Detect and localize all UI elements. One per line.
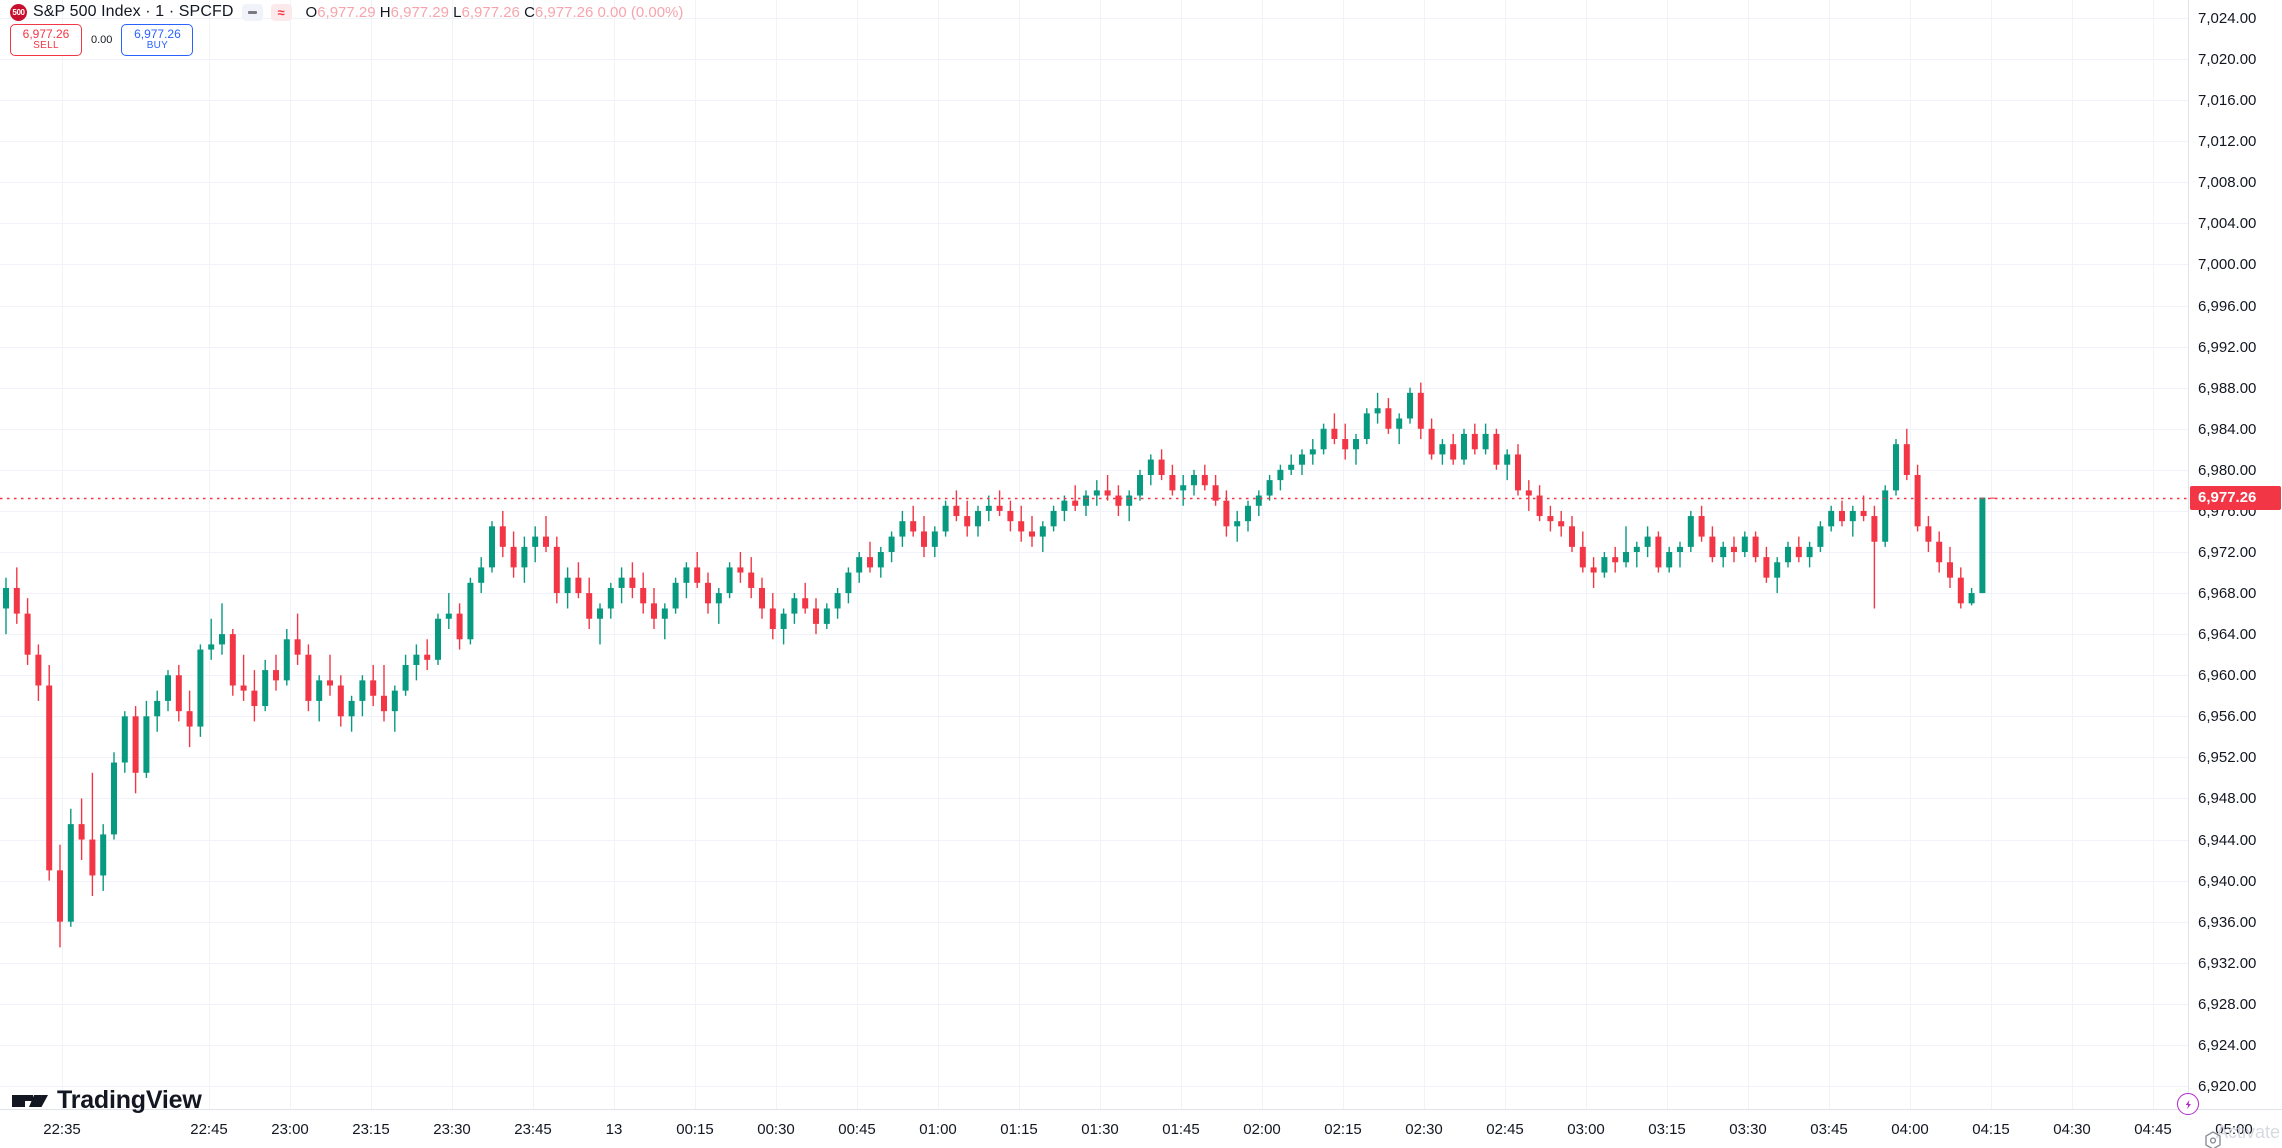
- high-label: H: [379, 3, 391, 21]
- price-axis-tick: 6,996.00: [2198, 297, 2257, 315]
- price-axis-tick: 7,024.00: [2198, 10, 2257, 27]
- chart-plot-area[interactable]: [0, 0, 2188, 1109]
- lightning-bolt-icon: [2185, 1099, 2191, 1109]
- open-label: O: [305, 3, 318, 21]
- price-axis-tick: 7,008.00: [2198, 174, 2257, 192]
- ohlc-readout: O6,977.29 H6,977.29 L6,977.26 C6,977.26 …: [306, 4, 684, 21]
- time-axis-tick: 04:30: [2053, 1121, 2091, 1138]
- price-axis-tick: 6,988.00: [2198, 379, 2257, 397]
- time-axis-tick: 04:45: [2134, 1121, 2172, 1138]
- time-axis-tick: 01:15: [1000, 1121, 1038, 1138]
- time-axis-tick: 02:15: [1324, 1121, 1362, 1138]
- high-value: 6,977.29: [390, 3, 449, 21]
- sell-price: 6,977.26: [22, 27, 70, 42]
- time-axis-tick: 23:00: [271, 1121, 309, 1138]
- candlestick-series: [3, 382, 1997, 948]
- buy-label: BUY: [146, 40, 169, 52]
- low-value: 6,977.26: [461, 3, 520, 21]
- open-value: 6,977.29: [317, 3, 376, 21]
- chart-legend: 500 S&P 500 Index · 1 · SPCFD ≈ O6,977.2…: [10, 3, 683, 21]
- time-axis-tick: 00:45: [838, 1121, 876, 1138]
- price-axis-tick: 6,992.00: [2198, 338, 2257, 356]
- time-axis-tick: 02:30: [1405, 1121, 1443, 1138]
- close-value: 6,977.26: [534, 3, 594, 21]
- time-axis-tick: 04:15: [1972, 1121, 2010, 1138]
- time-axis-tick: 22:45: [190, 1121, 228, 1138]
- symbol-title[interactable]: S&P 500 Index · 1 · SPCFD: [33, 3, 234, 20]
- bar-glyph: [247, 10, 257, 14]
- buy-button[interactable]: 6,977.26 BUY: [121, 24, 194, 56]
- price-axis-tick: 6,940.00: [2198, 872, 2257, 890]
- price-axis-tick: 6,968.00: [2198, 585, 2257, 603]
- tradingview-logo-text: TradingView: [57, 1086, 202, 1114]
- low-label: L: [453, 3, 462, 21]
- price-axis-tick: 6,984.00: [2198, 420, 2257, 438]
- indicator-toggle-icon[interactable]: ≈: [270, 3, 292, 21]
- tradingview-logo: TradingView: [12, 1086, 202, 1115]
- price-axis[interactable]: 7,024.00 7,020.00 7,016.00 7,012.00 7,008.00…: [2188, 0, 2282, 1109]
- time-axis-tick: 05:00: [2215, 1121, 2253, 1138]
- price-axis-tick: 6,944.00: [2198, 831, 2257, 849]
- time-axis-tick: 03:15: [1648, 1121, 1686, 1138]
- price-axis-tick: 7,016.00: [2198, 92, 2257, 110]
- price-axis-tick: 6,920.00: [2198, 1078, 2257, 1095]
- time-axis-tick: 03:45: [1810, 1121, 1848, 1138]
- time-axis-tick: 23:30: [433, 1121, 471, 1138]
- price-axis-tick: 6,936.00: [2198, 913, 2257, 931]
- time-axis-tick: 02:00: [1243, 1121, 1281, 1138]
- change-percent: (0.00%): [630, 3, 684, 21]
- time-axis-tick: 02:45: [1486, 1121, 1524, 1138]
- price-axis-tick: 6,980.00: [2198, 461, 2257, 479]
- symbol-logo-icon: 500: [10, 3, 27, 21]
- price-axis-tick: 6,924.00: [2198, 1036, 2257, 1054]
- price-axis-tick: 6,972.00: [2198, 544, 2257, 561]
- time-axis-tick: 23:15: [352, 1121, 390, 1138]
- spread-value: 0.00: [91, 34, 113, 46]
- gear-icon: [2205, 1131, 2221, 1148]
- tradingview-logo-icon: [12, 1094, 48, 1107]
- close-label: C: [524, 3, 535, 21]
- time-axis-tick: 23:45: [514, 1121, 552, 1138]
- price-axis-tick: 6,932.00: [2198, 954, 2257, 972]
- price-axis-tick: 6,948.00: [2198, 790, 2257, 808]
- time-axis-tick: 03:00: [1567, 1121, 1605, 1138]
- time-axis-tick: 00:15: [676, 1121, 714, 1138]
- time-axis-tick: 01:00: [919, 1121, 957, 1138]
- price-axis-tick: 6,956.00: [2198, 708, 2257, 726]
- chart-style-icon[interactable]: [241, 3, 263, 21]
- price-axis-tick: 6,960.00: [2198, 667, 2257, 685]
- price-axis-tick: 6,928.00: [2198, 995, 2257, 1013]
- sell-button[interactable]: 6,977.26 SELL: [10, 24, 82, 56]
- sell-label: SELL: [33, 40, 59, 52]
- time-axis-tick: 04:00: [1891, 1121, 1929, 1138]
- time-axis-tick: 00:30: [757, 1121, 795, 1138]
- current-price-badge: 6,977.26: [2190, 485, 2281, 510]
- price-axis-tick: 7,004.00: [2198, 215, 2257, 233]
- change-value: 0.00: [597, 3, 627, 21]
- buy-price: 6,977.26: [134, 27, 181, 42]
- time-axis-tick: 22:35: [43, 1121, 81, 1138]
- price-axis-tick: 7,000.00: [2198, 256, 2257, 274]
- price-axis-tick: 7,012.00: [2198, 133, 2257, 151]
- chart-gridlines: [0, 0, 2188, 1109]
- time-axis-tick: 03:30: [1729, 1121, 1767, 1138]
- trade-widget: 6,977.26 SELL 0.00 6,977.26 BUY: [10, 24, 194, 56]
- current-price-line: [0, 497, 2188, 500]
- quick-action-icon[interactable]: [2177, 1093, 2199, 1115]
- time-axis-tick: 01:45: [1162, 1121, 1200, 1138]
- time-axis[interactable]: 22:35 22:45 23:00 23:15 23:30 23:45 13 00:15 00:…: [0, 1109, 2282, 1148]
- price-axis-tick: 6,964.00: [2198, 626, 2257, 644]
- time-axis-tick: 01:30: [1081, 1121, 1119, 1138]
- price-axis-tick: 6,952.00: [2198, 749, 2257, 767]
- time-axis-tick: 13: [605, 1121, 623, 1138]
- price-axis-tick: 7,020.00: [2198, 51, 2257, 69]
